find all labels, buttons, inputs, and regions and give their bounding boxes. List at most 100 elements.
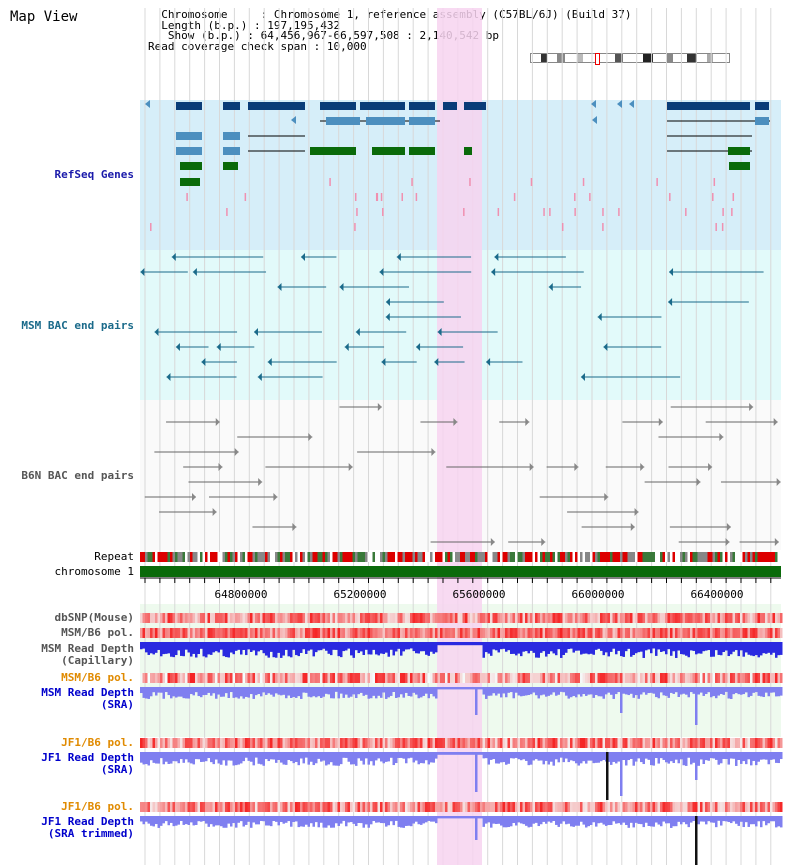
track-label-msm-read-depth-capillary[interactable]: MSM Read Depth (Capillary) (0, 643, 134, 667)
dbsnp-cell (682, 613, 685, 623)
msm-depth-cap-bar (615, 642, 618, 655)
msm-depth-cap-bar (632, 642, 635, 656)
msm-depth-sra-bar (592, 687, 595, 698)
jf1-depth-sra-bar (177, 752, 180, 764)
track-label-jf1-b6-pol2[interactable]: JF1/B6 pol. (61, 800, 134, 813)
msm-depth-cap-bar (657, 642, 660, 650)
msm-b6-pol2-cell (472, 673, 475, 683)
repeat-element (255, 552, 258, 562)
jf1-depth-trim-bar (410, 816, 413, 827)
jf1-depth-sra-bar (520, 752, 523, 761)
repeat-element (537, 552, 540, 562)
msm-depth-sra-bar (670, 687, 673, 693)
jf1-b6-pol-cell (395, 738, 398, 748)
msm-bac-end (385, 313, 390, 321)
jf1-b6-pol-cell (415, 738, 418, 748)
msm-b6-pol-cell (702, 628, 705, 638)
msm-depth-cap-bar (675, 642, 678, 658)
msm-bac-end (379, 268, 384, 276)
jf1-b6-pol-cell (345, 738, 348, 748)
jf1-depth-sra-bar (460, 752, 463, 755)
msm-depth-sra-bar (622, 687, 625, 694)
msm-b6-pol2-cell (230, 673, 233, 683)
jf1-depth-sra-bar (325, 752, 328, 766)
jf1-b6-pol2-cell (537, 802, 540, 812)
jf1-depth-sra-bar (355, 752, 358, 766)
jf1-b6-pol2-cell (617, 802, 620, 812)
msm-b6-pol-cell (265, 628, 268, 638)
jf1-b6-pol2-cell (337, 802, 340, 812)
jf1-b6-pol2-cell (600, 802, 603, 812)
dbsnp-cell (275, 613, 278, 623)
jf1-depth-trim-bar (322, 816, 325, 828)
jf1-b6-pol-cell (660, 738, 663, 748)
msm-depth-cap-bar (557, 642, 560, 650)
msm-b6-pol2-cell (522, 673, 525, 683)
track-label-msm-read-depth-sra[interactable]: MSM Read Depth (SRA) (0, 687, 134, 711)
track-label-msm-b6-pol2[interactable]: MSM/B6 pol. (61, 671, 134, 684)
msm-depth-sra-bar (382, 687, 385, 693)
track-label-msm-bac[interactable]: MSM BAC end pairs (21, 319, 134, 332)
jf1-b6-pol-cell (475, 738, 478, 748)
repeat-element (457, 552, 460, 562)
msm-depth-cap-bar (730, 642, 733, 655)
jf1-depth-trim-bar (467, 816, 470, 819)
track-label-b6n-bac[interactable]: B6N BAC end pairs (21, 469, 134, 482)
msm-depth-cap-bar (562, 642, 565, 656)
track-label-repeat[interactable]: Repeat (94, 550, 134, 563)
jf1-b6-pol-cell (410, 738, 413, 748)
jf1-b6-pol-cell (322, 738, 325, 748)
msm-bac-end (300, 253, 305, 261)
jf1-depth-trim-bar (350, 816, 353, 823)
track-label-msm-b6-pol[interactable]: MSM/B6 pol. (61, 626, 134, 639)
msm-depth-cap-bar (402, 642, 405, 652)
msm-depth-sra-bar (160, 687, 163, 693)
msm-depth-sra-bar (320, 687, 323, 698)
repeat-element (712, 552, 715, 562)
msm-depth-sra-bar (237, 687, 240, 699)
msm-b6-pol2-cell (660, 673, 663, 683)
repeat-element (477, 552, 480, 562)
dbsnp-cell (740, 613, 743, 623)
jf1-depth-sra-bar (282, 752, 285, 765)
jf1-b6-pol2-cell (555, 802, 558, 812)
jf1-depth-sra-bar (670, 752, 673, 762)
jf1-b6-pol2-cell (677, 802, 680, 812)
jf1-b6-pol-cell (562, 738, 565, 748)
track-label-jf1-read-depth-sra[interactable]: JF1 Read Depth (SRA) (0, 752, 134, 776)
jf1-b6-pol2-cell (745, 802, 748, 812)
jf1-b6-pol2-cell (597, 802, 600, 812)
msm-b6-pol-cell (452, 628, 455, 638)
dbsnp-cell (635, 613, 638, 623)
dbsnp-cell (667, 613, 670, 623)
track-label-dbsnp[interactable]: dbSNP(Mouse) (54, 611, 134, 624)
track-label-jf1-b6-pol[interactable]: JF1/B6 pol. (61, 736, 134, 749)
refseq-gene (176, 147, 202, 155)
msm-b6-pol2-cell (407, 673, 410, 683)
jf1-b6-pol-cell (427, 738, 430, 748)
chromosome-ideogram[interactable] (530, 53, 730, 65)
jf1-depth-sra-bar (472, 752, 475, 755)
repeat-element (325, 552, 328, 562)
jf1-b6-pol-cell (775, 738, 778, 748)
track-label-refseq[interactable]: RefSeq Genes (54, 168, 134, 181)
msm-bac-end (277, 283, 282, 291)
repeat-element (587, 552, 590, 562)
jf1-b6-pol2-cell (280, 802, 283, 812)
repeat-element (445, 552, 448, 562)
track-label-jf1-read-depth-trimmed[interactable]: JF1 Read Depth (SRA trimmed) (0, 816, 134, 840)
dbsnp-cell (630, 613, 633, 623)
refseq-mark (712, 193, 714, 201)
jf1-depth-sra-bar (665, 752, 668, 763)
jf1-depth-sra-bar (197, 752, 200, 760)
jf1-depth-sra-bar (585, 752, 588, 764)
jf1-depth-sra-bar (300, 752, 303, 759)
msm-depth-cap-bar (412, 642, 415, 652)
dbsnp-cell (340, 613, 343, 623)
jf1-b6-pol2-cell (197, 802, 200, 812)
jf1-b6-pol-cell (245, 738, 248, 748)
jf1-b6-pol-cell (302, 738, 305, 748)
msm-depth-sra-bar (515, 687, 518, 693)
msm-b6-pol2-cell (452, 673, 455, 683)
